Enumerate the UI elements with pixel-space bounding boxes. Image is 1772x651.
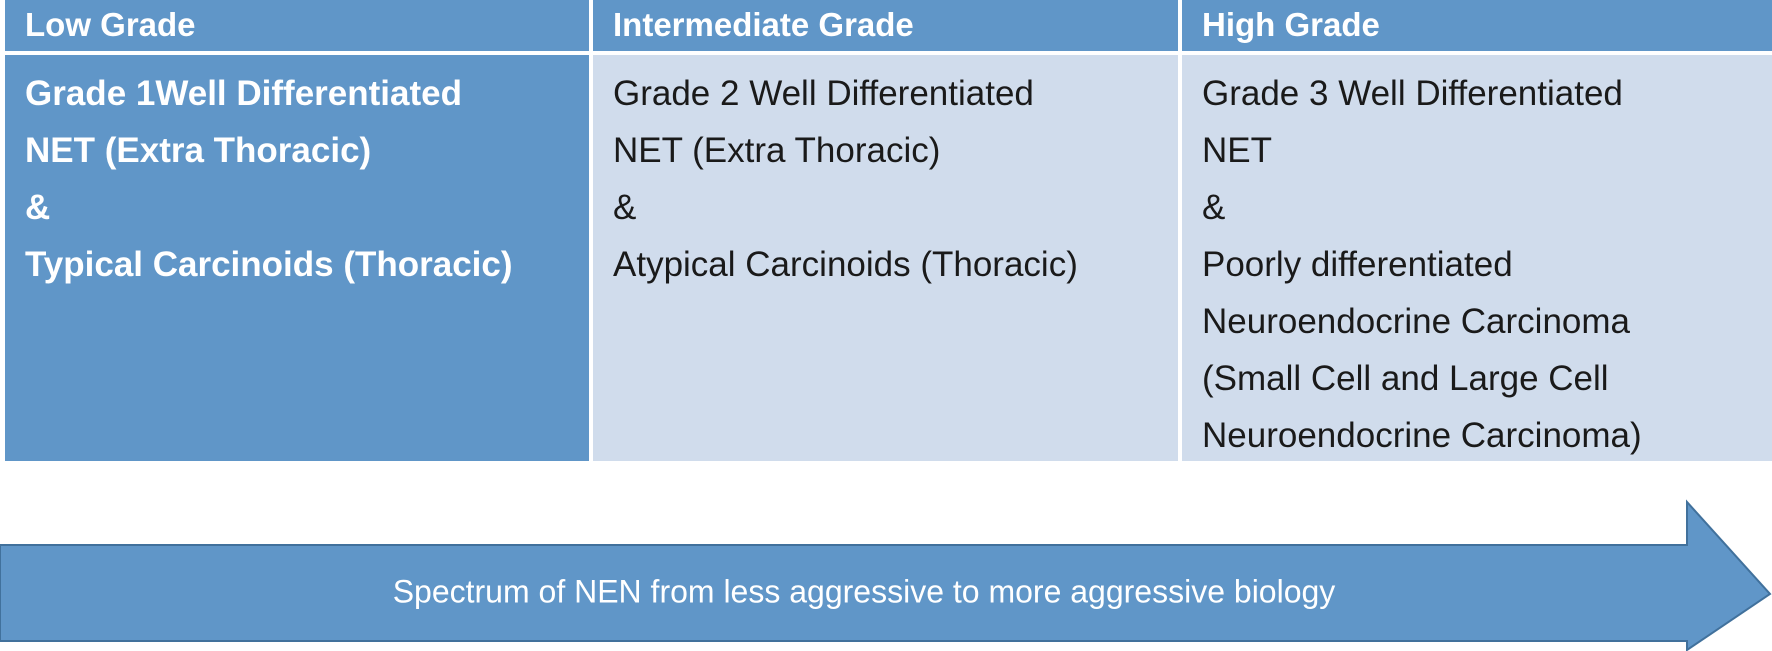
cell-text: Typical Carcinoids (Thoracic) (25, 245, 513, 284)
arrow-label: Spectrum of NEN from less aggressive to … (393, 573, 1336, 609)
column-header: Low Grade (5, 0, 589, 51)
cell-text: Poorly differentiated (1202, 245, 1513, 284)
cell-text: NET (Extra Thoracic) (613, 131, 941, 170)
cell-text: Neuroendocrine Carcinoma (1202, 302, 1630, 341)
cell-text: Atypical Carcinoids (Thoracic) (613, 245, 1078, 284)
cell-text: NET (Extra Thoracic) (25, 131, 372, 170)
table-cell: Grade 3 Well Differentiated NET & Poorly di… (1182, 55, 1772, 461)
cell-text: & (613, 188, 637, 227)
cell-text: & (25, 188, 51, 227)
arrow (0, 499, 1772, 651)
cell-text: NET (1202, 131, 1272, 170)
cell-text: & (1202, 188, 1226, 227)
column-header: Intermediate Grade (593, 0, 1178, 51)
cell-text: Neuroendocrine Carcinoma) (1202, 416, 1642, 455)
cell-text: Grade 3 Well Differentiated (1202, 74, 1623, 113)
table-cell: Grade 1Well Differentiated NET (Extra Tho… (5, 55, 589, 461)
table-cell: Grade 2 Well Differentiated NET (Extra Th… (593, 55, 1178, 461)
cell-text: Grade 2 Well Differentiated (613, 74, 1034, 113)
cell-text: (Small Cell and Large Cell (1202, 359, 1609, 398)
column-header: High Grade (1182, 0, 1772, 51)
cell-text: Grade 1Well Differentiated (25, 74, 462, 113)
